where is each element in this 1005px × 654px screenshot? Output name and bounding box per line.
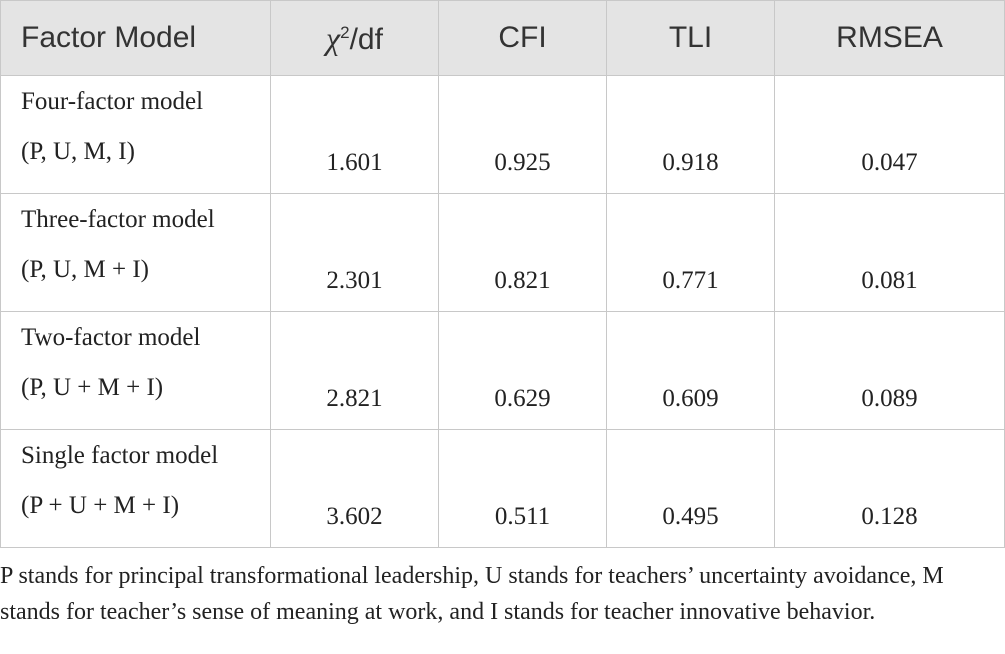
value-cell: 0.771 [606, 193, 775, 312]
header-text: Factor Model [21, 21, 197, 54]
model-factors: (P, U, M + I) [21, 256, 149, 283]
model-factors: (P, U, M, I) [21, 138, 135, 165]
fit-table: Factor Model χ2/df CFI TLI RMSEA Four-factor… [0, 0, 1005, 548]
column-header: χ2/df [270, 0, 439, 76]
column-header: Factor Model [0, 0, 271, 76]
model-factors: (P + U + M + I) [21, 492, 180, 519]
header-text: RMSEA [836, 21, 943, 54]
value-cell: 0.089 [774, 311, 1005, 430]
footnote: P stands for principal transformational … [0, 563, 944, 625]
value-cell: 0.128 [774, 429, 1005, 548]
model-cell: Three-factor model (P, U, M + I) [0, 193, 271, 312]
value-cell: 0.609 [606, 311, 775, 430]
table-row: Two-factor model (P, U + M + I) 2.821 0.629… [0, 311, 1005, 430]
value-cell: 0.081 [774, 193, 1005, 312]
value-cell: 2.821 [270, 311, 439, 430]
model-cell: Four-factor model (P, U, M, I) [0, 75, 271, 194]
symbol: χ [326, 19, 341, 56]
value-cell: 0.629 [438, 311, 607, 430]
value-cell: 0.047 [774, 75, 1005, 194]
value-cell: 1.601 [270, 75, 439, 194]
header-text: TLI [668, 21, 713, 54]
value-cell: 2.301 [270, 193, 439, 312]
column-header: CFI [438, 0, 607, 76]
value-cell: 0.918 [606, 75, 775, 194]
table-row: Four-factor model (P, U, M, I) 1.601 0.925 0… [0, 75, 1005, 194]
header-row: Factor Model χ2/df CFI TLI RMSEA [0, 0, 1005, 76]
value-cell: 0.925 [438, 75, 607, 194]
model-factors: (P, U + M + I) [21, 374, 164, 401]
model-name: Two-factor model [21, 324, 201, 351]
superscript: 2 [340, 22, 350, 42]
model-name: Single factor model [21, 442, 219, 469]
value-cell: 0.821 [438, 193, 607, 312]
model-cell: Two-factor model (P, U + M + I) [0, 311, 271, 430]
value-cell: 3.602 [270, 429, 439, 548]
value-cell: 0.495 [606, 429, 775, 548]
model-cell: Single factor model (P + U + M + I) [0, 429, 271, 548]
table-row: Three-factor model (P, U, M + I) 2.301 0.82… [0, 193, 1005, 312]
table-body: Four-factor model (P, U, M, I) 1.601 0.925 0… [0, 75, 1005, 548]
header-suffix: /df [349, 22, 383, 56]
model-name: Three-factor model [21, 206, 215, 233]
column-header: TLI [606, 0, 775, 76]
value-cell: 0.511 [438, 429, 607, 548]
table-row: Single factor model (P + U + M + I) 3.602 0… [0, 429, 1005, 548]
header-text: CFI [498, 21, 547, 54]
column-header: RMSEA [774, 0, 1005, 76]
model-name: Four-factor model [21, 88, 204, 115]
